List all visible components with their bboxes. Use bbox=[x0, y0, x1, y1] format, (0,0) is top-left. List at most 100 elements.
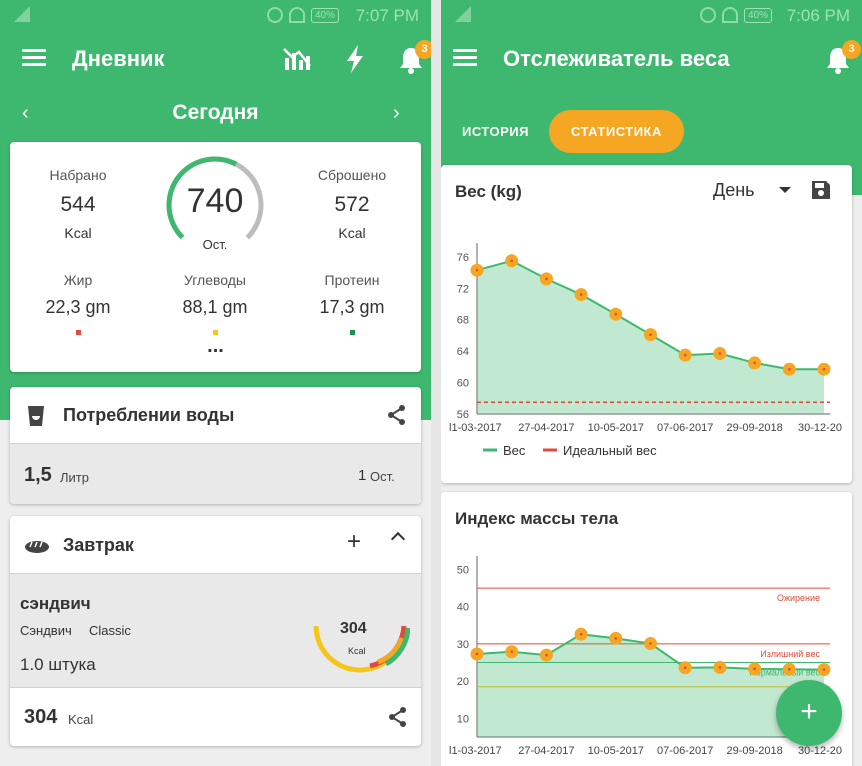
y-tick-label: 40 bbox=[457, 602, 469, 614]
remaining-ring: 740 Ост. bbox=[164, 154, 266, 256]
burned-stat: Сброшено 572 Kcal bbox=[292, 167, 412, 241]
diary-screen: 40% 7:07 PM Дневник 3 ‹ Сегодня › Набран… bbox=[0, 0, 431, 766]
period-select[interactable]: День bbox=[713, 180, 755, 200]
tab-bar: ИСТОРИЯ СТАТИСТИКА bbox=[441, 110, 862, 154]
food-item-row[interactable]: сэндвич Сэндвич Classic 1.0 штука 304 Kc… bbox=[10, 573, 421, 688]
app-bar: Дневник 3 bbox=[0, 30, 431, 88]
remaining-value: 740 bbox=[186, 182, 244, 220]
bmi-chart-title: Индекс массы тела bbox=[455, 509, 619, 528]
ring-chart bbox=[166, 156, 264, 254]
tab-statistics[interactable]: СТАТИСТИКА bbox=[549, 110, 684, 153]
more-button[interactable]: ... bbox=[207, 335, 224, 357]
weight-chart: 56 60 64 68 72 76 l1-03-2017 27-04-2017 10-05-20… bbox=[449, 243, 842, 458]
y-tick-label: 68 bbox=[457, 315, 469, 327]
threshold-label: Ожирение bbox=[777, 593, 820, 603]
share-icon[interactable] bbox=[387, 404, 407, 426]
notification-bell[interactable]: 3 bbox=[398, 40, 431, 74]
x-tick-label: l1-03-2017 bbox=[449, 745, 502, 757]
prev-day-button[interactable]: ‹ bbox=[22, 102, 29, 124]
x-tick-label: l1-03-2017 bbox=[449, 422, 502, 434]
legend-label: Идеальный вес bbox=[563, 443, 657, 458]
data-point-center bbox=[788, 667, 791, 671]
water-remaining-label: Ост. bbox=[370, 469, 395, 484]
macro-color-dot bbox=[75, 330, 81, 335]
y-tick-label: 50 bbox=[457, 564, 469, 576]
y-tick-label: 10 bbox=[457, 713, 469, 725]
macro-color-dot bbox=[349, 330, 355, 335]
water-amount: 1,5 bbox=[24, 464, 52, 486]
water-unit: Литр bbox=[60, 470, 89, 485]
glass-icon bbox=[28, 406, 44, 426]
share-icon[interactable] bbox=[388, 706, 408, 728]
data-point-center bbox=[753, 361, 756, 365]
macro-protein: Протеин 17,3 gm bbox=[292, 272, 412, 335]
y-tick-label: 76 bbox=[457, 252, 469, 264]
add-food-button[interactable]: + bbox=[347, 528, 362, 555]
macro-label: Углеводы bbox=[183, 272, 246, 288]
signal-icon bbox=[455, 6, 471, 22]
food-desc: Сэндвич bbox=[20, 623, 72, 638]
breakfast-total-unit: Kcal bbox=[68, 712, 94, 727]
breakfast-total: 304 bbox=[24, 706, 58, 728]
macro-value: 17,3 gm bbox=[319, 297, 385, 317]
menu-icon[interactable] bbox=[453, 49, 477, 67]
y-tick-label: 60 bbox=[457, 378, 469, 390]
data-point-center bbox=[579, 632, 583, 636]
water-row[interactable]: 1,5 Литр 1 Ост. bbox=[10, 443, 421, 504]
signal-icon bbox=[14, 6, 30, 22]
period-dropdown-icon[interactable] bbox=[779, 187, 791, 193]
wifi-icon bbox=[288, 7, 305, 23]
data-point-center bbox=[510, 650, 513, 654]
weight-chart-card: Вес (kg) День 56 60 64 68 72 76 l1-03-2017 27-0… bbox=[441, 165, 852, 483]
macro-color-dot bbox=[212, 330, 218, 335]
burned-value: 572 bbox=[334, 193, 370, 216]
data-point-center bbox=[545, 653, 548, 657]
next-day-button[interactable]: › bbox=[393, 102, 400, 124]
food-kcal-value: 304 bbox=[340, 620, 367, 637]
burned-label: Сброшено bbox=[317, 167, 387, 183]
breakfast-card: Завтрак + сэндвич Сэндвич Classic 1.0 шт… bbox=[10, 516, 421, 746]
x-tick-label: 30-12-20 bbox=[798, 745, 842, 757]
threshold-label: Излишний вес bbox=[760, 649, 820, 659]
weight-tracker-screen: 40% 7:06 PM Отслеживатель веса 3 ИСТОРИЯ… bbox=[441, 0, 862, 766]
clock: 7:06 PM bbox=[786, 6, 850, 25]
data-point-center bbox=[683, 666, 687, 670]
x-tick-label: 27-04-2017 bbox=[518, 745, 574, 757]
y-tick-label: 64 bbox=[457, 346, 469, 358]
app-bar: Отслеживатель веса 3 bbox=[441, 30, 862, 88]
data-point-center bbox=[753, 667, 756, 671]
gained-value: 544 bbox=[60, 193, 96, 216]
macro-carbs: Углеводы 88,1 gm bbox=[155, 272, 275, 335]
macro-label: Протеин bbox=[324, 272, 380, 288]
y-tick-label: 20 bbox=[457, 676, 469, 688]
chart-icon[interactable] bbox=[282, 44, 312, 72]
x-tick-label: 29-09-2018 bbox=[726, 745, 782, 757]
screen-divider bbox=[431, 0, 441, 766]
status-bar: 40% 7:07 PM bbox=[0, 0, 431, 30]
header-background bbox=[441, 0, 862, 195]
y-tick-label: 72 bbox=[457, 283, 469, 295]
flash-icon[interactable] bbox=[344, 44, 366, 74]
y-tick-label: 56 bbox=[457, 409, 469, 421]
collapse-icon[interactable] bbox=[390, 531, 406, 547]
notification-bell[interactable]: 3 bbox=[825, 40, 861, 74]
menu-icon[interactable] bbox=[22, 49, 46, 67]
bmi-chart-card: Индекс массы тела 10 20 30 40 50 Ожирение Изли… bbox=[441, 492, 852, 766]
data-point-center bbox=[822, 668, 826, 671]
water-card: Потреблении воды 1,5 Литр 1 Ост. bbox=[10, 387, 421, 504]
battery-icon: 40% bbox=[743, 7, 772, 23]
tab-history[interactable]: ИСТОРИЯ bbox=[462, 124, 529, 139]
add-weight-fab[interactable]: + bbox=[776, 680, 842, 746]
data-point-center bbox=[718, 666, 722, 669]
y-tick-label: 30 bbox=[457, 639, 469, 651]
page-title: Отслеживатель веса bbox=[503, 46, 730, 71]
x-tick-label: 07-06-2017 bbox=[657, 745, 713, 757]
status-bar: 40% 7:06 PM bbox=[441, 0, 862, 30]
save-icon[interactable] bbox=[811, 180, 831, 200]
remaining-label: Ост. bbox=[202, 237, 228, 252]
data-point-center bbox=[579, 293, 583, 296]
gained-label: Набрано bbox=[49, 167, 107, 183]
food-kcal-unit: Kcal bbox=[348, 646, 366, 656]
page-title: Дневник bbox=[72, 46, 165, 71]
